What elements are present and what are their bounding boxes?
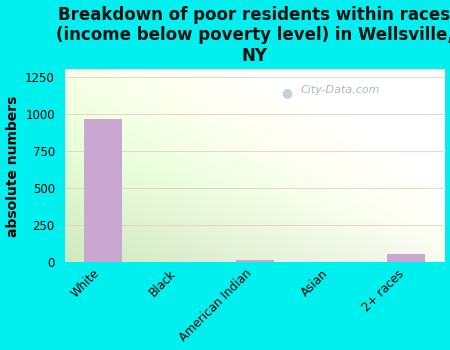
- Text: ●: ●: [281, 86, 292, 99]
- Bar: [84, 119, 122, 262]
- Bar: [387, 254, 425, 262]
- Bar: [235, 260, 274, 262]
- Y-axis label: absolute numbers: absolute numbers: [5, 95, 19, 237]
- Text: City-Data.com: City-Data.com: [300, 85, 380, 95]
- Title: Breakdown of poor residents within races
(income below poverty level) in Wellsvi: Breakdown of poor residents within races…: [56, 6, 450, 65]
